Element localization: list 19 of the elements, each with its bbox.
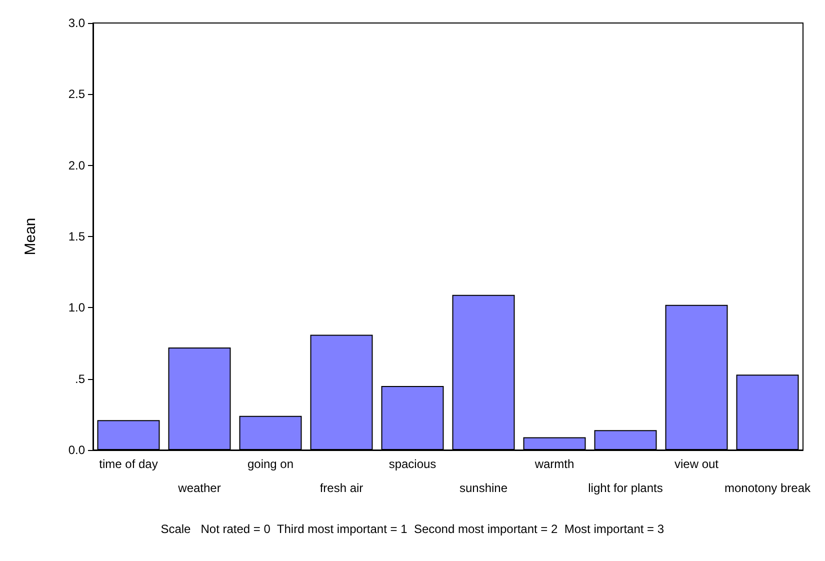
- x-tick-label: sunshine: [459, 481, 508, 495]
- y-tick-label: 3.0: [68, 16, 86, 30]
- x-tick-label: time of day: [99, 457, 158, 471]
- x-tick-label: warmth: [534, 457, 574, 471]
- text: Scale Not rated = 0 Third most important = 1 Second most important = 2 Most important = 3: [160, 522, 664, 536]
- y-tick-label: 0.0: [68, 443, 86, 457]
- y-tick-label: 1.5: [68, 230, 86, 244]
- x-tick-label: weather: [177, 481, 221, 495]
- x-tick-label: spacious: [388, 457, 436, 471]
- x-tick-label: light for plants: [588, 481, 663, 495]
- y-tick-label: 2.5: [68, 87, 86, 102]
- x-tick-label: monotony break: [724, 481, 812, 495]
- x-tick-label: view out: [674, 457, 720, 471]
- x-tick-label: going on: [247, 457, 294, 471]
- x-tick-label: fresh air: [320, 481, 364, 495]
- y-axis-title: Mean: [22, 218, 39, 256]
- y-tick-label: 1.0: [68, 300, 86, 315]
- y-tick-label: 2.0: [68, 158, 86, 172]
- y-tick-label: .5: [74, 372, 86, 386]
